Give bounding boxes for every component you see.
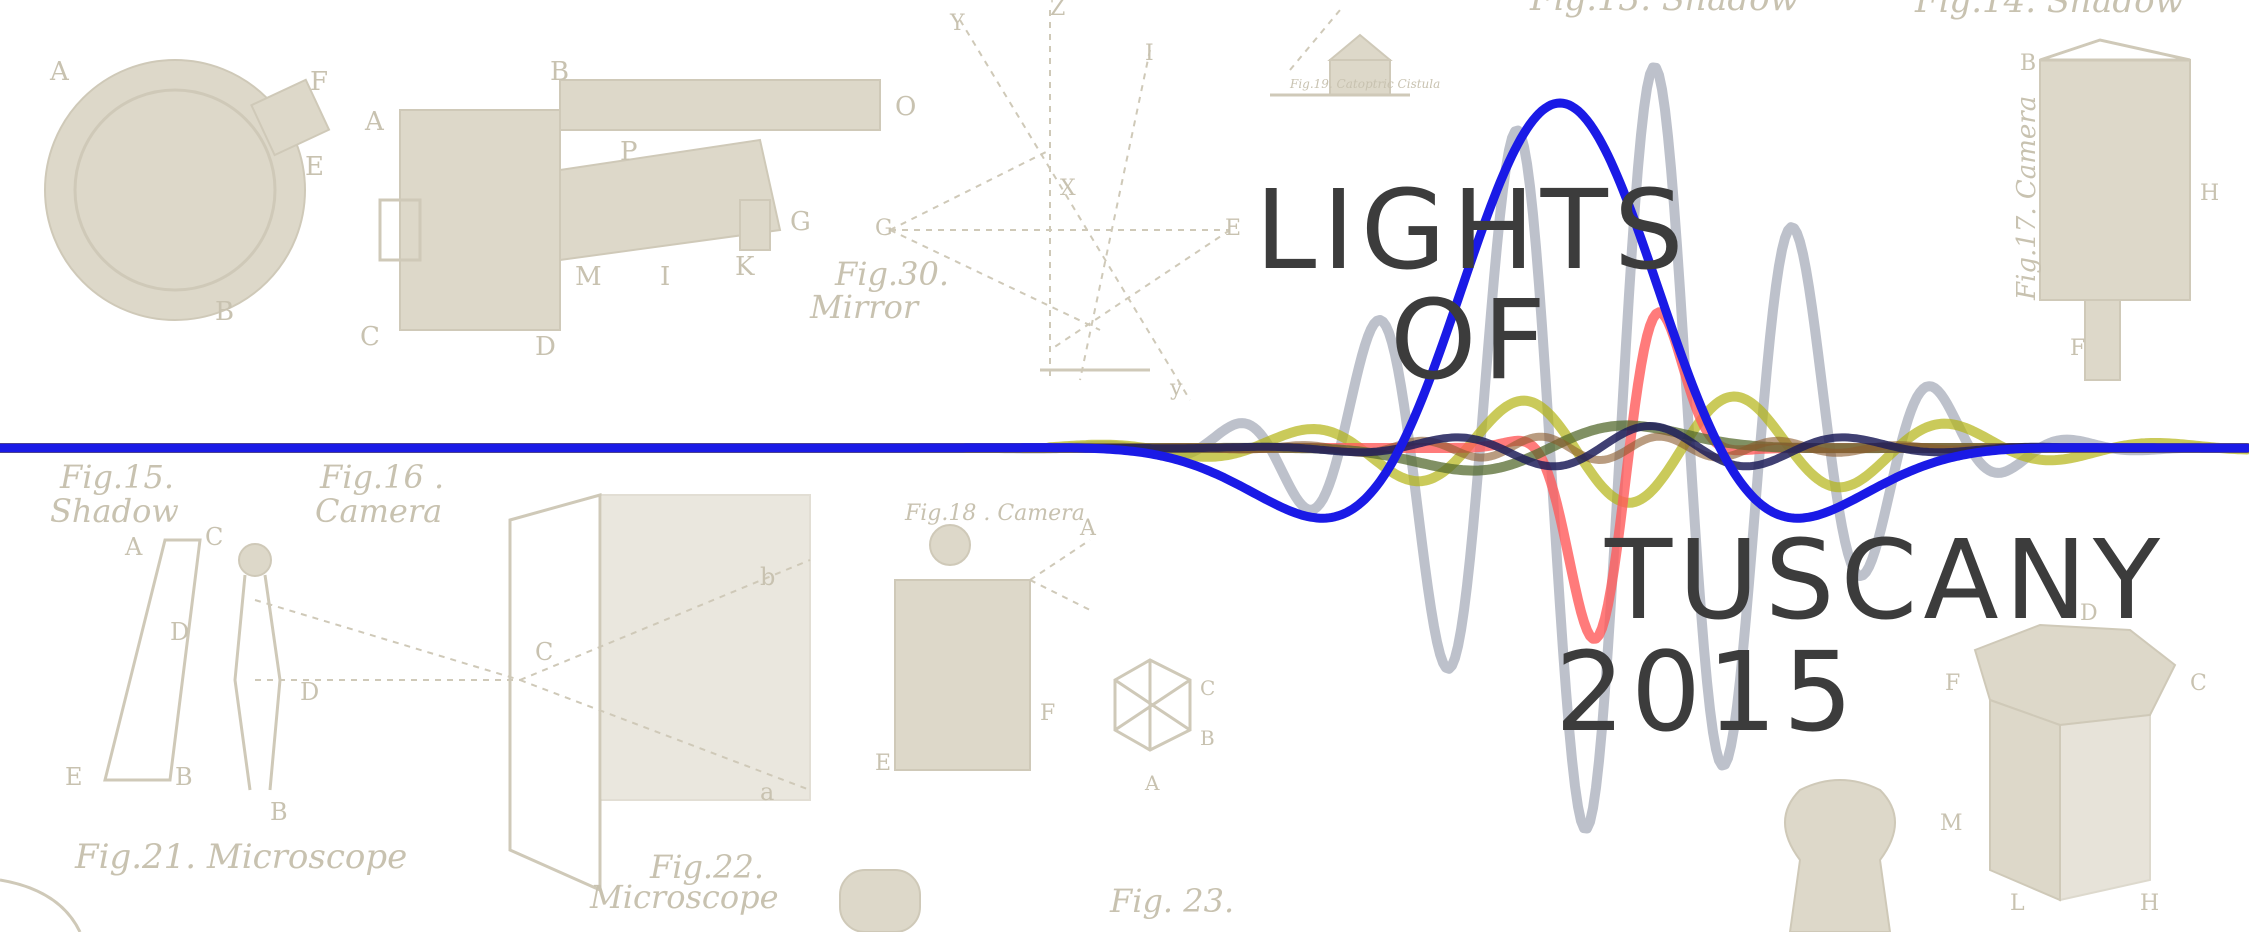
svg-text:C: C (205, 523, 223, 551)
mirror-diagram: Y Z I G E X y (875, 0, 1241, 401)
svg-text:F: F (2070, 336, 2085, 361)
svg-text:I: I (1145, 41, 1154, 66)
caption-fig30: Fig.30. (834, 255, 949, 293)
caption-fig19: Fig.19. Catoptric Cistula (1289, 77, 1440, 91)
svg-text:B: B (2020, 51, 2036, 76)
title-lights: LIGHTS (1255, 166, 1690, 294)
svg-text:G: G (790, 207, 811, 237)
svg-text:E: E (65, 763, 83, 791)
caption-fig23: Fig. 23. (1109, 882, 1234, 920)
svg-text:K: K (735, 252, 755, 282)
svg-text:D: D (170, 618, 189, 646)
svg-text:E: E (1225, 216, 1241, 241)
svg-text:C: C (535, 638, 553, 666)
caption-fig21: Fig.21. Microscope (74, 837, 407, 877)
svg-text:D: D (300, 678, 319, 706)
svg-text:M: M (1940, 811, 1963, 836)
church-illustration (1270, 9, 1410, 97)
svg-text:P: P (620, 137, 638, 167)
title-of: OF (1390, 276, 1552, 404)
svg-text:L: L (2010, 891, 2025, 916)
svg-text:D: D (2080, 601, 2098, 626)
svg-text:H: H (2140, 891, 2159, 916)
title-year: 2015 (1555, 628, 1859, 756)
svg-text:F: F (1945, 671, 1960, 696)
svg-text:G: G (875, 216, 893, 241)
figure-illustration: A C D E B B D (65, 523, 521, 826)
svg-text:F: F (1040, 701, 1055, 726)
svg-text:Z: Z (1050, 0, 1065, 21)
svg-text:I: I (660, 262, 670, 292)
svg-text:A: A (124, 533, 143, 561)
svg-text:B: B (550, 57, 569, 87)
svg-text:A: A (49, 57, 70, 87)
svg-text:C: C (2190, 671, 2207, 696)
svg-text:C: C (360, 322, 380, 352)
svg-text:B: B (215, 297, 234, 327)
svg-text:a: a (760, 778, 774, 806)
svg-text:b: b (760, 563, 775, 591)
caption-fig17: Fig.17. Camera (2012, 96, 2042, 301)
svg-text:O: O (895, 92, 916, 122)
svg-text:X: X (1060, 176, 1076, 201)
svg-text:A: A (1079, 516, 1097, 541)
svg-text:B: B (1200, 726, 1215, 750)
svg-text:y: y (1169, 376, 1183, 401)
title-block: LIGHTS OF TUSCANY 2015 (1255, 166, 2166, 756)
svg-text:H: H (2200, 181, 2219, 206)
caption-fig15b: Shadow (50, 492, 179, 530)
wave-blue (0, 98, 2249, 523)
title-tuscany: TUSCANY (1604, 516, 2166, 644)
caption-fig30b: Mirror (809, 288, 920, 326)
caption-fig15: Fig.15. (59, 458, 174, 496)
hexagonal-box-illustration: D C F M L H (1940, 601, 2207, 916)
svg-text:A: A (364, 107, 385, 137)
caption-fig16: Fig.16 . (319, 458, 444, 496)
caption-fig22b: Microscope (589, 878, 779, 916)
eyepiece-illustration (0, 779, 1896, 932)
svg-text:B: B (175, 763, 193, 791)
camera-box-illustration: B H F (2020, 38, 2219, 381)
caption-fig22: Fig.22. (649, 848, 764, 886)
caption-fig13: Fig.13. Shadow (1529, 0, 1799, 19)
svg-text:F: F (310, 67, 328, 97)
lantern-illustration: A B O P G M I K C D (360, 57, 916, 362)
svg-text:B: B (270, 798, 288, 826)
svg-text:E: E (305, 152, 324, 182)
sphere-illustration: A F B E (44, 57, 331, 327)
caption-fig16b: Camera (315, 492, 442, 530)
svg-text:Y: Y (949, 11, 965, 36)
light-waves (0, 62, 2249, 834)
caption-fig14: Fig.14. Shadow (1914, 0, 2184, 21)
camera-obscura-illustration: C b a (508, 493, 811, 893)
lantern-camera-illustration: A F E (875, 516, 1097, 776)
svg-text:M: M (575, 262, 602, 292)
caption-fig18: Fig.18 . Camera (904, 501, 1085, 526)
svg-text:A: A (1144, 771, 1160, 795)
svg-text:E: E (875, 751, 891, 776)
svg-text:D: D (535, 332, 556, 362)
hexagon-illustration: A B C (1113, 658, 1215, 795)
svg-text:C: C (1200, 676, 1215, 700)
